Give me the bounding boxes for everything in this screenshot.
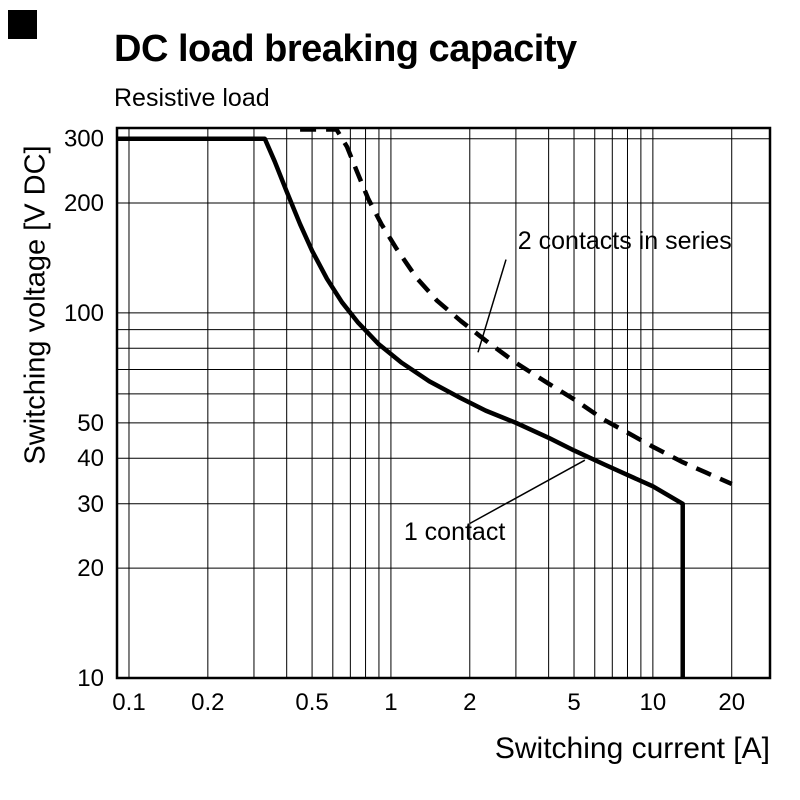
page-corner-marker bbox=[8, 10, 37, 39]
x-tick-label: 0.2 bbox=[191, 689, 224, 716]
y-tick-label: 50 bbox=[77, 410, 104, 437]
y-tick-label: 20 bbox=[77, 555, 104, 582]
chart-title: DC load breaking capacity bbox=[114, 28, 577, 70]
x-tick-label: 10 bbox=[640, 689, 667, 716]
x-tick-label: 1 bbox=[384, 689, 397, 716]
series-line-1-contact bbox=[117, 136, 685, 678]
y-tick-label: 300 bbox=[64, 126, 104, 153]
series-line-2-contacts-in-series bbox=[300, 128, 733, 487]
y-tick-label: 200 bbox=[64, 190, 104, 217]
annotation-leader-line bbox=[469, 459, 586, 525]
x-tick-label: 0.1 bbox=[112, 689, 145, 716]
annotation-leader-line bbox=[477, 259, 507, 353]
annotation-2-contacts-in-series: 2 contacts in series bbox=[517, 227, 732, 256]
x-tick-label: 20 bbox=[718, 689, 745, 716]
plot-frame bbox=[115, 126, 772, 680]
y-tick-label: 100 bbox=[64, 300, 104, 327]
x-tick-label: 2 bbox=[463, 689, 476, 716]
chart-subtitle: Resistive load bbox=[114, 84, 270, 112]
annotation-1-contact: 1 contact bbox=[403, 518, 506, 547]
x-tick-label: 0.5 bbox=[295, 689, 328, 716]
y-tick-label: 40 bbox=[77, 445, 104, 472]
y-tick-label: 30 bbox=[77, 491, 104, 518]
x-axis-label: Switching current [A] bbox=[494, 732, 770, 765]
y-tick-label: 10 bbox=[77, 665, 104, 692]
x-tick-label: 5 bbox=[567, 689, 580, 716]
